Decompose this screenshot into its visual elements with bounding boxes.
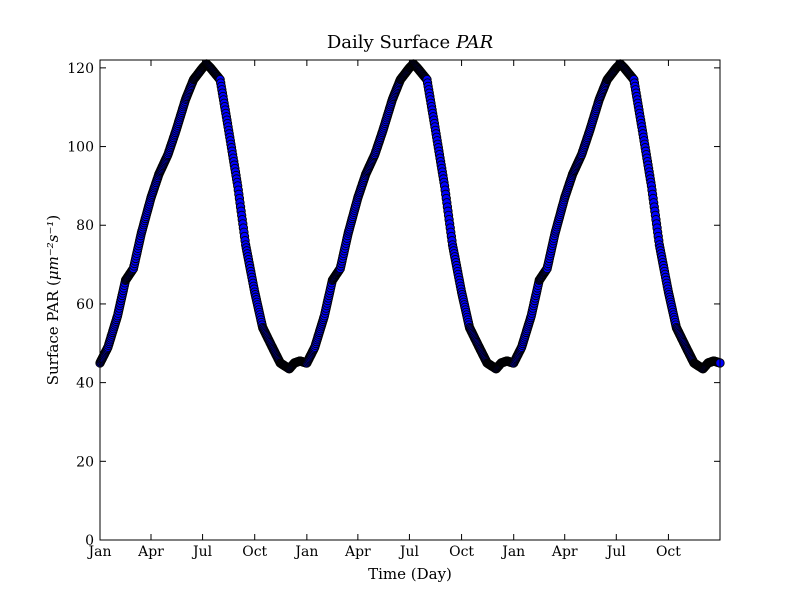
- y-tick-label: 100: [67, 140, 94, 156]
- y-tick-label: 80: [76, 218, 94, 234]
- x-tick-label: Oct: [242, 544, 267, 560]
- chart-title: Daily Surface PAR: [327, 32, 493, 53]
- x-axis-label: Time (Day): [368, 565, 452, 583]
- x-tick-label: Jul: [398, 544, 420, 560]
- x-tick-label: Apr: [551, 544, 578, 560]
- y-tick-label: 60: [76, 297, 94, 313]
- y-axis-label-text: Surface PAR: [44, 290, 62, 385]
- data-series: [95, 59, 725, 374]
- x-tick-label: Apr: [344, 544, 371, 560]
- y-axis-label-units: μm⁻²s⁻¹: [44, 221, 62, 281]
- chart-title-text: Daily Surface: [327, 32, 450, 53]
- y-axis-label: Surface PAR (μm⁻²s⁻¹): [44, 215, 62, 386]
- x-tick-label: Jul: [191, 544, 213, 560]
- y-tick-label: 120: [67, 61, 94, 77]
- chart-title-math: PAR: [455, 32, 493, 53]
- x-tick-label: Oct: [656, 544, 681, 560]
- x-tick-label: Oct: [449, 544, 474, 560]
- y-tick-label: 40: [76, 376, 94, 392]
- plot-area: 0 20 40 60 80 100 120 Jan Apr Jul Oct Jan Apr Jul Oct J…: [67, 59, 725, 560]
- x-tick-label: Jan: [87, 544, 112, 560]
- x-tick-label: Apr: [137, 544, 164, 560]
- plot-frame: [99, 59, 721, 541]
- y-tick-label: 20: [76, 454, 94, 470]
- y-tick-label: 0: [85, 533, 94, 549]
- x-tick-label: Jan: [500, 544, 525, 560]
- x-tick-label: Jul: [605, 544, 627, 560]
- x-tick-label: Jan: [293, 544, 318, 560]
